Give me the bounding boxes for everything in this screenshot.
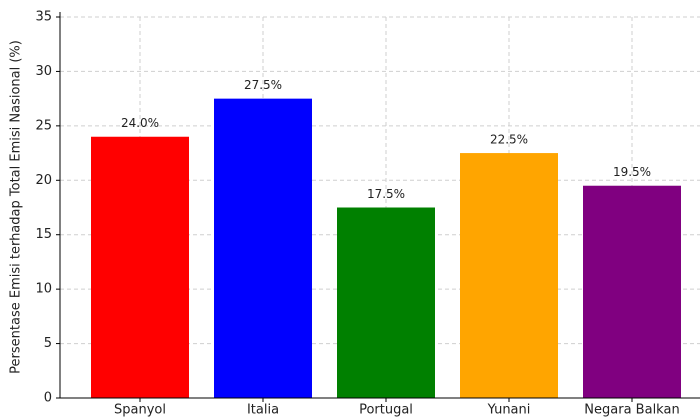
value-label: 17.5% bbox=[367, 187, 405, 201]
y-tick-label: 0 bbox=[44, 391, 52, 406]
value-label: 22.5% bbox=[490, 133, 528, 147]
x-tick-label: Yunani bbox=[487, 403, 531, 417]
x-tick-label: Italia bbox=[247, 403, 279, 417]
y-tick-label: 35 bbox=[35, 10, 52, 25]
y-axis-label: Persentase Emisi terhadap Total Emisi Na… bbox=[9, 40, 24, 374]
x-tick-label: Spanyol bbox=[114, 403, 166, 417]
y-tick-label: 5 bbox=[44, 336, 52, 351]
bar bbox=[337, 207, 435, 398]
bar bbox=[583, 185, 681, 398]
y-tick-label: 10 bbox=[35, 282, 52, 297]
bar bbox=[91, 136, 189, 398]
x-tick-label: Negara Balkan bbox=[584, 403, 679, 417]
value-label: 19.5% bbox=[613, 165, 651, 179]
bar bbox=[214, 98, 312, 399]
y-tick-label: 25 bbox=[35, 118, 52, 133]
value-label: 27.5% bbox=[244, 78, 282, 92]
bar bbox=[460, 153, 558, 398]
x-tick-label: Portugal bbox=[359, 403, 413, 417]
y-tick-label: 30 bbox=[35, 64, 52, 79]
y-tick-label: 20 bbox=[35, 173, 52, 188]
y-tick-label: 15 bbox=[35, 227, 52, 242]
value-label: 24.0% bbox=[121, 116, 159, 130]
